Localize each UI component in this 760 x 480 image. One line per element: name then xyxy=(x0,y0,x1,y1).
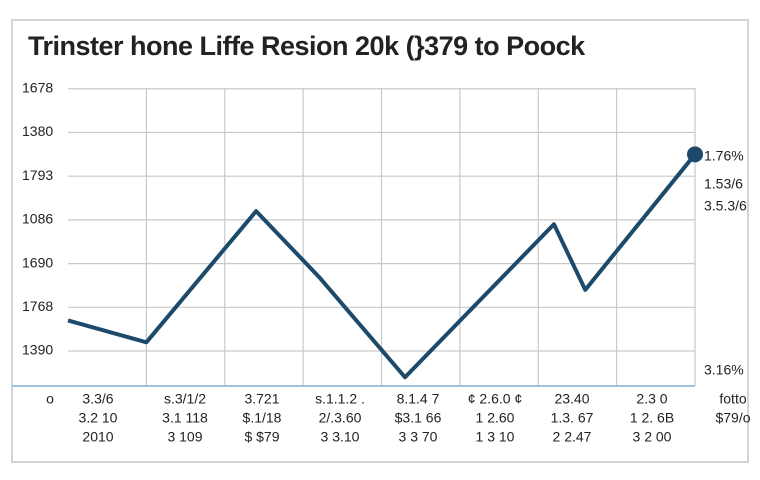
x-tick-label: 2 2.47 xyxy=(553,429,592,445)
x-tick-label: ¢ 2.6.0 ¢ xyxy=(468,391,523,407)
x-tick-label: 3.721 xyxy=(244,391,279,407)
x-tick-label: 1 3 10 xyxy=(476,429,515,445)
x-tick-label: $79/o xyxy=(715,410,750,426)
annotation: 1.76% xyxy=(704,148,744,164)
x-tick-label: 8.1.4 7 xyxy=(397,391,440,407)
x-tick-label: $ $79 xyxy=(244,429,279,445)
annotation: 1.53/6 xyxy=(704,176,743,192)
x-tick-label: 3.1 118 xyxy=(162,410,208,426)
end-marker xyxy=(687,146,703,163)
x-tick-label: $.1/18 xyxy=(243,410,282,426)
x-tick-label: 2010 xyxy=(82,429,113,445)
x-tick-label: fotto xyxy=(719,391,746,407)
y-tick-label: 1690 xyxy=(22,254,53,270)
x-tick-label: 1 2.60 xyxy=(476,410,515,426)
annotation: 3.5.3/6 xyxy=(704,198,747,214)
x-tick-label: 3.2 10 xyxy=(79,410,118,426)
x-tick-label: $3.1 66 xyxy=(395,410,442,426)
y-tick-label: 1678 xyxy=(22,79,53,95)
chart-title: Trinster hone Liffe Resion 20k (}379 to … xyxy=(28,31,586,61)
x-tick-label: s.3/1/2 xyxy=(164,391,206,407)
x-tick-label: 1 2. 6B xyxy=(630,410,674,426)
x-tick-label: 2/.3.60 xyxy=(319,410,362,426)
x-tick-label: 3 2 00 xyxy=(633,429,672,445)
annotation: 3.16% xyxy=(704,362,744,378)
y-tick-label: 1793 xyxy=(22,167,53,183)
x-tick-label: 3 109 xyxy=(167,429,202,445)
y-tick-label: 1380 xyxy=(22,123,53,139)
x-tick-label: s.1.1.2 . xyxy=(315,391,365,407)
x-tick-label: 23.40 xyxy=(554,391,589,407)
x-tick-label: 2.3 0 xyxy=(636,391,667,407)
x-tick-label: 1.3. 67 xyxy=(551,410,594,426)
y-tick-label: 1390 xyxy=(22,342,53,358)
x-tick-label: 3.3/6 xyxy=(82,391,113,407)
line xyxy=(67,153,697,380)
x-tick-label: o xyxy=(46,391,54,407)
x-tick-label: 3 3.10 xyxy=(321,429,360,445)
x-tick-label: 3 3 70 xyxy=(399,429,438,445)
y-tick-label: 1086 xyxy=(22,211,53,227)
y-tick-label: 1768 xyxy=(22,298,53,314)
